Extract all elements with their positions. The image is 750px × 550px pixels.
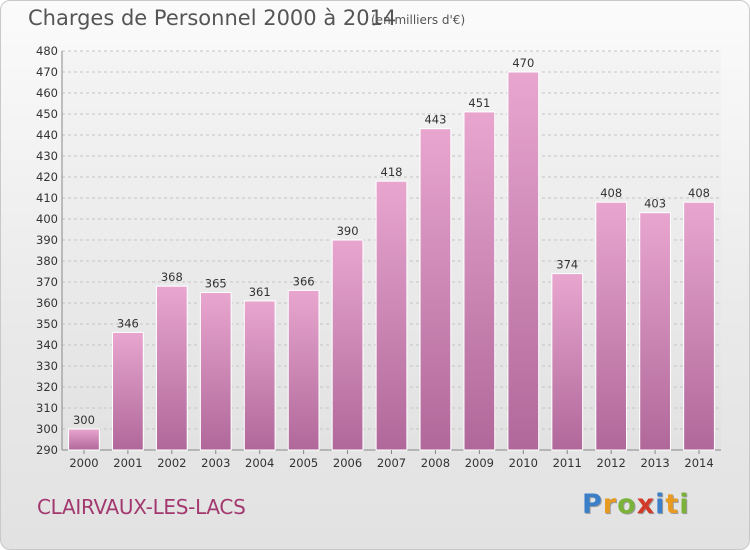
y-tick-label: 340: [36, 338, 58, 352]
y-tick-label: 410: [36, 191, 58, 205]
bar: [155, 285, 188, 451]
bar-value-label: 408: [688, 186, 710, 200]
x-tick-label: 2003: [201, 456, 230, 470]
y-tick-label: 440: [36, 128, 58, 142]
y-tick-label: 330: [36, 359, 58, 373]
bar-value-label: 346: [117, 316, 139, 330]
bar: [375, 180, 408, 451]
chart-title: Charges de Personnel 2000 à 2014: [28, 6, 397, 30]
x-tick-label: 2014: [684, 456, 713, 470]
bar-value-label: 361: [249, 285, 271, 299]
bar-value-label: 365: [205, 277, 227, 291]
logo-letter: o: [617, 489, 637, 520]
bar: [595, 201, 628, 451]
x-tick-label: 2002: [157, 456, 186, 470]
logo-letter: r: [602, 489, 618, 520]
x-tick-label: 2007: [377, 456, 406, 470]
bar-value-label: 408: [600, 186, 622, 200]
bar: [243, 300, 276, 451]
x-tick-label: 2005: [289, 456, 318, 470]
x-tick-label: 2011: [553, 456, 582, 470]
x-tick-label: 2012: [597, 456, 626, 470]
x-tick-label: 2001: [113, 456, 142, 470]
bar: [463, 111, 496, 451]
bar-value-label: 366: [293, 274, 315, 288]
logo-letter: x: [636, 489, 656, 520]
bar-value-label: 451: [468, 96, 490, 110]
y-tick-label: 460: [36, 86, 58, 100]
bar-value-label: 300: [73, 413, 95, 427]
y-tick-label: 320: [36, 380, 58, 394]
y-tick-label: 430: [36, 149, 58, 163]
x-tick-label: 2009: [465, 456, 494, 470]
y-tick-label: 470: [36, 65, 58, 79]
logo-letter: t: [665, 489, 680, 520]
bar: [419, 128, 452, 451]
y-tick-label: 400: [36, 212, 58, 226]
bar-value-label: 390: [337, 224, 359, 238]
logo-letter: P: [582, 489, 603, 520]
y-tick-label: 380: [36, 254, 58, 268]
bar: [68, 428, 100, 451]
bar: [199, 292, 232, 451]
y-tick-label: 290: [36, 443, 58, 457]
bar-value-label: 470: [512, 56, 534, 70]
bar: [507, 71, 540, 451]
proxiti-logo[interactable]: Proxiti: [582, 489, 690, 520]
x-tick-label: 2004: [245, 456, 274, 470]
y-tick-label: 360: [36, 296, 58, 310]
bar: [331, 239, 364, 451]
y-tick-label: 390: [36, 233, 58, 247]
chart-subtitle: (en milliers d'€): [371, 13, 466, 27]
y-tick-label: 300: [36, 422, 58, 436]
bar: [112, 331, 144, 451]
logo-letter: i: [679, 489, 690, 520]
bar-value-label: 418: [381, 165, 403, 179]
x-tick-label: 2006: [333, 456, 362, 470]
bar-value-label: 403: [644, 197, 666, 211]
x-tick-label: 2010: [509, 456, 538, 470]
bar-value-label: 368: [161, 270, 183, 284]
y-tick-label: 350: [36, 317, 58, 331]
y-tick-label: 450: [36, 107, 58, 121]
y-tick-label: 370: [36, 275, 58, 289]
x-tick-label: 2013: [640, 456, 669, 470]
bar: [639, 212, 671, 451]
bar: [287, 289, 320, 451]
logo-letter: i: [655, 489, 666, 520]
bar-value-label: 443: [424, 113, 446, 127]
y-tick-label: 420: [36, 170, 58, 184]
bar: [551, 273, 584, 451]
place-name: CLAIRVAUX-LES-LACS: [37, 495, 246, 519]
bar-value-label: 374: [556, 258, 578, 272]
y-tick-label: 480: [36, 44, 58, 58]
y-tick-label: 310: [36, 401, 58, 415]
x-tick-label: 2008: [421, 456, 450, 470]
bar: [683, 201, 715, 451]
x-tick-label: 2000: [69, 456, 98, 470]
